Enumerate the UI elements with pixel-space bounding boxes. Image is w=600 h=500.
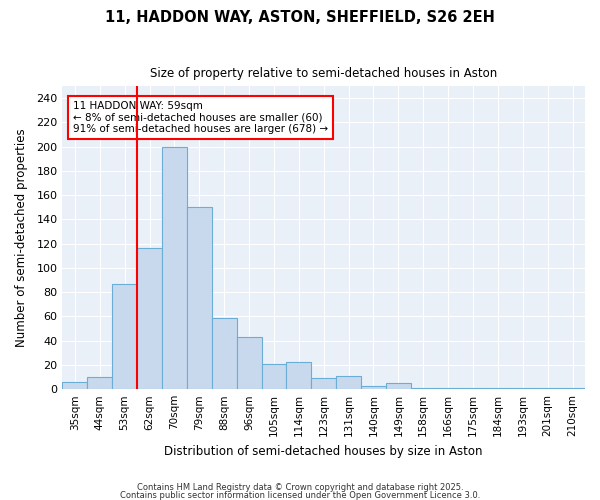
- Bar: [535, 388, 560, 389]
- Text: Contains HM Land Registry data © Crown copyright and database right 2025.: Contains HM Land Registry data © Crown c…: [137, 484, 463, 492]
- Bar: [461, 388, 485, 389]
- Bar: [262, 364, 286, 389]
- Title: Size of property relative to semi-detached houses in Aston: Size of property relative to semi-detach…: [150, 68, 497, 80]
- Bar: [62, 382, 88, 389]
- Bar: [212, 318, 236, 389]
- Text: 11, HADDON WAY, ASTON, SHEFFIELD, S26 2EH: 11, HADDON WAY, ASTON, SHEFFIELD, S26 2E…: [105, 10, 495, 25]
- Bar: [361, 386, 386, 389]
- Bar: [112, 284, 137, 389]
- Bar: [187, 207, 212, 389]
- Text: 11 HADDON WAY: 59sqm
← 8% of semi-detached houses are smaller (60)
91% of semi-d: 11 HADDON WAY: 59sqm ← 8% of semi-detach…: [73, 101, 328, 134]
- Bar: [511, 388, 535, 389]
- Bar: [411, 388, 436, 389]
- Bar: [286, 362, 311, 389]
- X-axis label: Distribution of semi-detached houses by size in Aston: Distribution of semi-detached houses by …: [164, 444, 483, 458]
- Bar: [311, 378, 336, 389]
- Bar: [386, 383, 411, 389]
- Text: Contains public sector information licensed under the Open Government Licence 3.: Contains public sector information licen…: [120, 490, 480, 500]
- Bar: [560, 388, 585, 389]
- Bar: [236, 337, 262, 389]
- Bar: [436, 388, 461, 389]
- Bar: [485, 388, 511, 389]
- Bar: [137, 248, 162, 389]
- Bar: [162, 146, 187, 389]
- Y-axis label: Number of semi-detached properties: Number of semi-detached properties: [15, 128, 28, 347]
- Bar: [336, 376, 361, 389]
- Bar: [88, 377, 112, 389]
